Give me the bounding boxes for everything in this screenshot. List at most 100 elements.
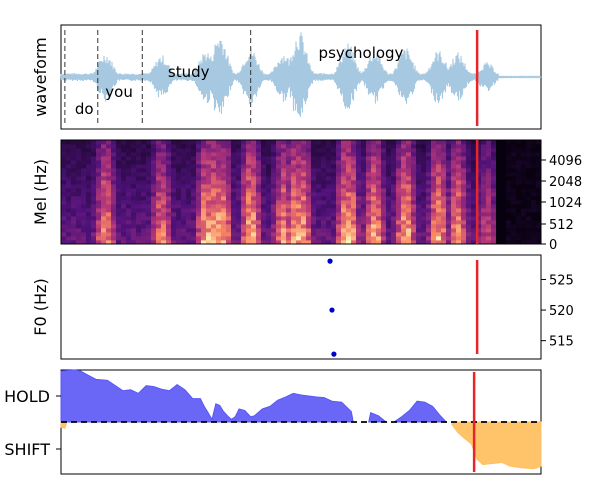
mel-cell [431,220,437,225]
mel-cell [66,172,72,177]
mel-cell [336,204,342,209]
mel-cell [276,220,282,225]
mel-cell [196,156,202,161]
mel-cell [81,156,87,161]
mel-cell [226,208,232,213]
word-label-you: you [105,83,133,101]
mel-cell [316,200,322,205]
mel-cell [251,204,257,209]
waveform-ylabel: waveform [31,37,50,117]
mel-cell [391,140,397,145]
mel-cell [381,180,387,185]
mel-cell [491,164,497,169]
mel-cell [111,156,117,161]
mel-cell [286,164,292,169]
mel-cell [246,232,252,237]
mel-cell [276,240,282,245]
mel-cell [286,212,292,217]
mel-cell [356,156,362,161]
mel-cell [196,220,202,225]
mel-cell [161,156,167,161]
mel-cell [466,212,472,217]
mel-cell [391,148,397,153]
mel-cell [256,140,262,145]
mel-cell [266,240,272,245]
mel-cell [466,156,472,161]
mel-cell [296,236,302,241]
mel-cell [536,188,542,193]
mel-cell [76,236,82,241]
mel-cell [271,176,277,181]
mel-cell [281,188,287,193]
mel-cell [216,156,222,161]
mel-cell [301,140,307,145]
mel-cell [386,148,392,153]
mel-cell [356,240,362,245]
mel-cell [386,156,392,161]
mel-cell [456,216,462,221]
mel-cell [491,236,497,241]
mel-cell [211,236,217,241]
mel-cell [376,216,382,221]
mel-cell [446,188,452,193]
mel-cell [421,224,427,229]
mel-cell [86,144,92,149]
mel-cell [116,220,122,225]
mel-cell [266,224,272,229]
mel-cell [196,188,202,193]
mel-cell [261,164,267,169]
mel-cell [411,216,417,221]
mel-cell [516,164,522,169]
mel-cell [496,148,502,153]
mel-cell [256,192,262,197]
mel-cell [456,200,462,205]
mel-cell [201,188,207,193]
mel-cell [216,224,222,229]
mel-cell [161,208,167,213]
mel-cell [426,172,432,177]
mel-cell [156,236,162,241]
mel-cell [66,140,72,145]
mel-cell [246,240,252,245]
mel-cell [91,188,97,193]
mel-cell [281,196,287,201]
mel-cell [506,236,512,241]
mel-cell [396,180,402,185]
mel-cell [286,228,292,233]
mel-cell [181,232,187,237]
mel-cell [241,180,247,185]
mel-cell [286,176,292,181]
mel-cell [301,160,307,165]
mel-cell [431,188,437,193]
mel-cell [101,216,107,221]
mel-cell [71,220,77,225]
mel-cell [256,164,262,169]
mel-cell [491,192,497,197]
mel-cell [451,220,457,225]
mel-cell [211,144,217,149]
mel-cell [106,152,112,157]
mel-cell [171,240,177,245]
mel-cell [436,148,442,153]
mel-cell [461,144,467,149]
mel-cell [131,176,137,181]
mel-cell [481,216,487,221]
mel-cell [146,220,152,225]
mel-cell [211,168,217,173]
mel-cell [481,184,487,189]
mel-cell [146,152,152,157]
mel-cell [316,152,322,157]
mel-cell [141,164,147,169]
mel-cell [311,168,317,173]
mel-cell [106,216,112,221]
mel-cell [496,156,502,161]
mel-cell [401,168,407,173]
mel-cell [326,232,332,237]
mel-cell [501,200,507,205]
mel-cell [226,192,232,197]
mel-cell [61,168,67,173]
mel-cell [206,164,212,169]
mel-cell [96,196,102,201]
mel-cell [206,152,212,157]
